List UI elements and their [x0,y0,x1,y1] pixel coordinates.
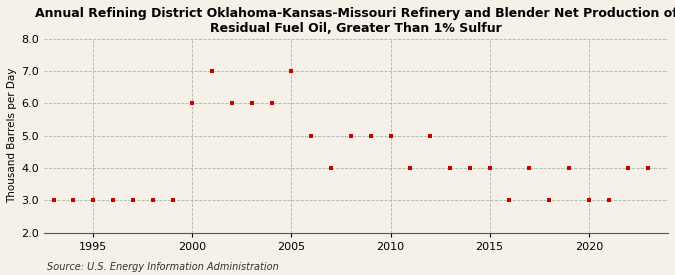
Point [128,198,138,202]
Point [643,166,653,170]
Point [484,166,495,170]
Point [365,133,376,138]
Point [564,166,574,170]
Point [445,166,456,170]
Point [464,166,475,170]
Point [48,198,59,202]
Point [167,198,178,202]
Point [207,69,217,73]
Point [544,198,555,202]
Point [266,101,277,106]
Title: Annual Refining District Oklahoma-Kansas-Missouri Refinery and Blender Net Produ: Annual Refining District Oklahoma-Kansas… [34,7,675,35]
Point [306,133,317,138]
Point [147,198,158,202]
Point [286,69,297,73]
Point [246,101,257,106]
Point [88,198,99,202]
Text: Source: U.S. Energy Information Administration: Source: U.S. Energy Information Administ… [47,262,279,272]
Point [603,198,614,202]
Point [187,101,198,106]
Point [583,198,594,202]
Point [346,133,356,138]
Point [425,133,435,138]
Point [68,198,79,202]
Point [326,166,337,170]
Point [504,198,515,202]
Point [405,166,416,170]
Point [623,166,634,170]
Point [385,133,396,138]
Point [108,198,119,202]
Y-axis label: Thousand Barrels per Day: Thousand Barrels per Day [7,68,17,204]
Point [227,101,238,106]
Point [524,166,535,170]
